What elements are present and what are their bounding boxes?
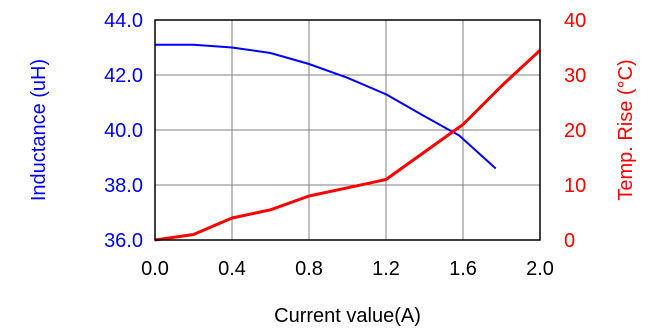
plot-frame (154, 19, 541, 241)
y-left-tick-label: 38.0 (104, 175, 143, 197)
y-right-tick-label: 30 (564, 65, 586, 87)
y-axis-right-title: Temp. Rise (°C) (615, 59, 637, 200)
grid (155, 20, 540, 240)
x-tick-label: 1.6 (449, 258, 477, 280)
x-tick-label: 0.8 (295, 258, 323, 280)
y-left-tick-label: 42.0 (104, 65, 143, 87)
y-left-tick-label: 40.0 (104, 120, 143, 142)
inductance-series-line (155, 43, 497, 170)
y-right-tick-label: 0 (564, 230, 575, 252)
y-left-tick-label: 36.0 (104, 230, 143, 252)
x-tick-label: 1.2 (372, 258, 400, 280)
y-right-tick-label: 10 (564, 175, 586, 197)
y-left-tick-label: 44.0 (104, 10, 143, 32)
x-tick-label: 0.4 (218, 258, 246, 280)
y-right-tick-label: 40 (564, 10, 586, 32)
x-tick-label: 0.0 (141, 258, 169, 280)
x-tick-label: 2.0 (526, 258, 554, 280)
temp-rise-series-line (154, 49, 542, 242)
y-axis-left-title: Inductance (uH) (28, 59, 50, 201)
series-layer (154, 43, 542, 242)
y-right-tick-label: 20 (564, 120, 586, 142)
ticks: 0.0 0.4 0.8 1.2 1.6 2.0 36.0 38.0 40.0 42.0 44.0 0 1… (104, 10, 586, 280)
x-axis-title: Current value(A) (274, 305, 421, 327)
